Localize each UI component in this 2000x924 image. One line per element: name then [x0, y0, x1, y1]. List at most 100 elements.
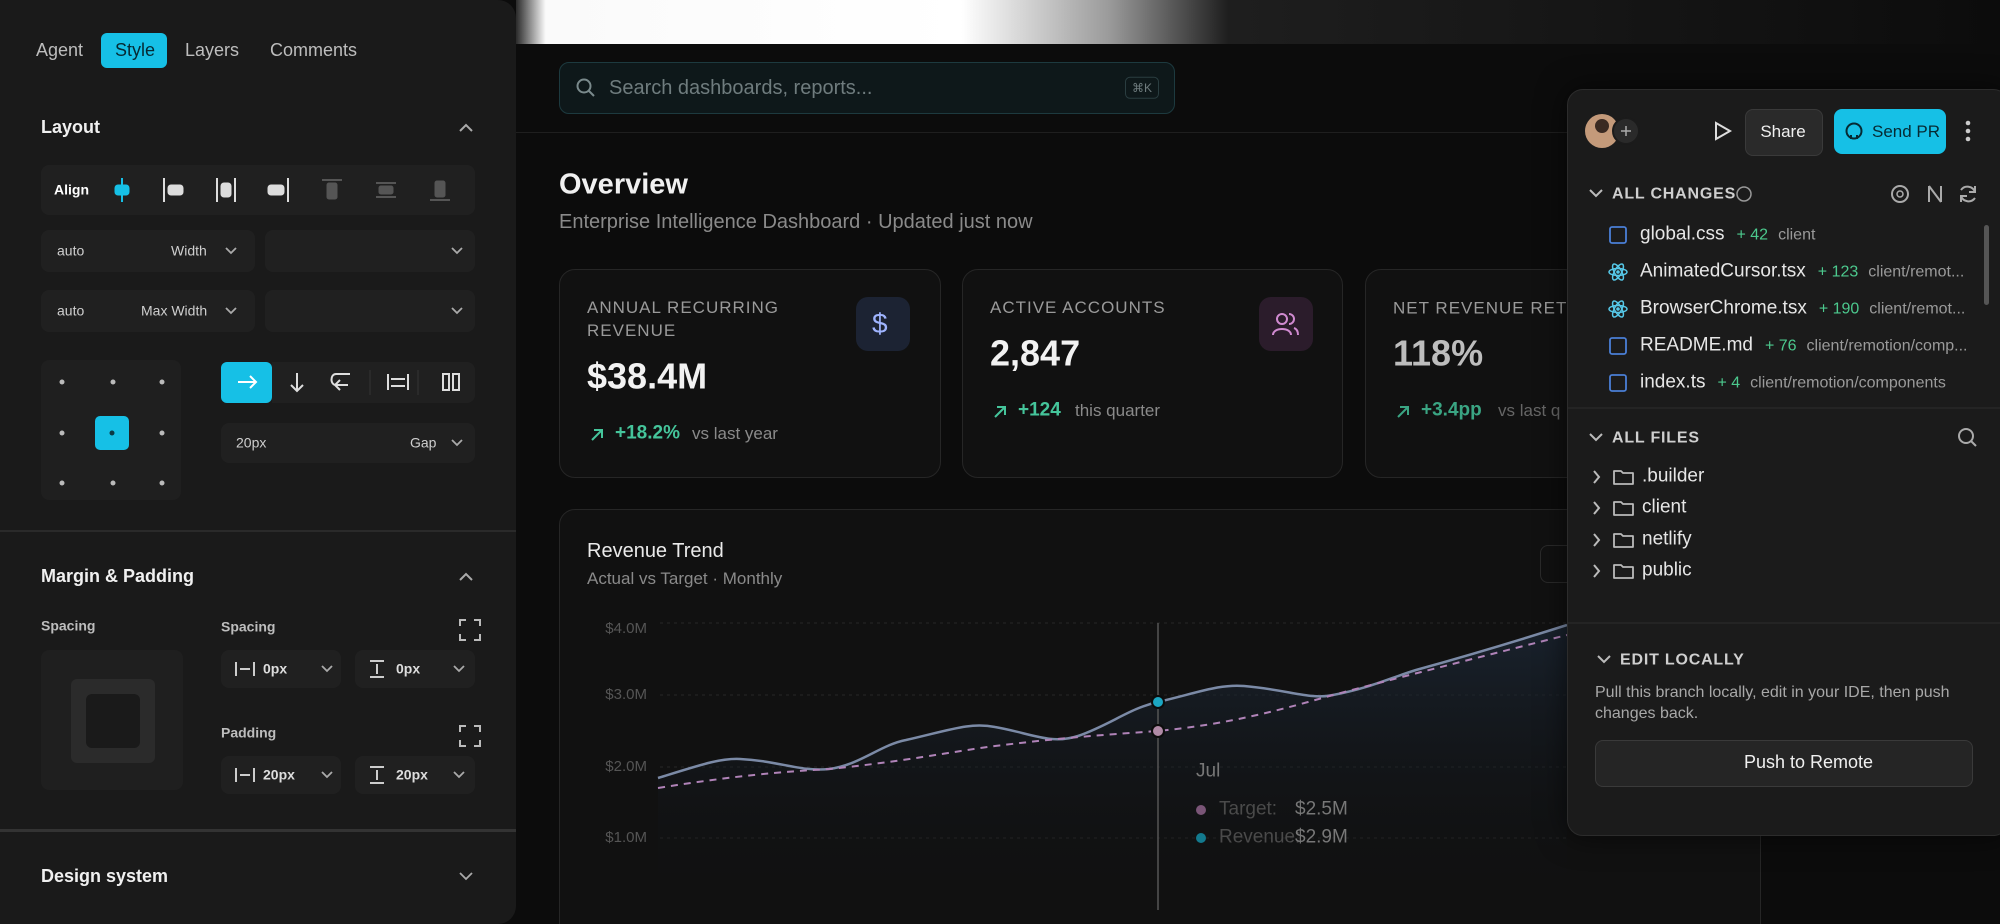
file-path: client/remotion/components [1750, 374, 1946, 392]
git-panel [1567, 89, 2000, 836]
folder-icon [1613, 501, 1634, 517]
file-icon [1608, 263, 1628, 281]
file-icon [1609, 226, 1627, 244]
tooltip-name: Revenue: [1219, 826, 1301, 848]
folder-name[interactable]: .builder [1642, 465, 1705, 487]
share-button[interactable] [1745, 109, 1823, 156]
page-subtitle: Enterprise Intelligence Dashboard · Upda… [559, 211, 1033, 233]
tab[interactable]: Agent [36, 40, 84, 61]
search-placeholder: Search dashboards, reports... [609, 77, 873, 99]
search-icon [576, 78, 595, 97]
up-arrow [1397, 406, 1409, 418]
field-value: 20px [396, 766, 428, 783]
gap-field[interactable] [221, 423, 475, 463]
y-tick-label: $1.0M [605, 829, 647, 846]
search-box[interactable] [559, 62, 1175, 114]
chart-subtitle: Actual vs Target · Monthly [587, 568, 783, 588]
section-title: Margin & Padding [41, 566, 194, 587]
file-name: BrowserChrome.tsx [1640, 297, 1807, 319]
send-pr-label: Send PR [1872, 121, 1941, 141]
width-field[interactable] [41, 230, 255, 272]
file-added: + 190 [1818, 300, 1860, 318]
padding-y[interactable] [355, 756, 475, 794]
section-title: Layout [41, 117, 101, 138]
file-name: README.md [1640, 334, 1753, 356]
section-title: Design system [41, 866, 169, 887]
file-path: client [1778, 226, 1816, 244]
y-tick-label: $3.0M [605, 686, 647, 703]
page-title: Overview [559, 168, 688, 201]
kpi-delta: +124 [1018, 399, 1061, 421]
divider [0, 530, 516, 532]
dollar-icon: $ [872, 308, 888, 340]
push-label: Push to Remote [1744, 752, 1874, 773]
folder-name[interactable]: netlify [1642, 528, 1692, 550]
section-title: ALL CHANGES [1612, 185, 1737, 203]
kpi-label: ACTIVE ACCOUNTS [990, 298, 1166, 317]
spacing-icons [459, 619, 481, 747]
folder-icon [1613, 532, 1634, 548]
file-icon [1609, 337, 1627, 355]
revenue-dot [1196, 833, 1206, 843]
field-value: 20px [263, 766, 295, 783]
kpi-icon [1259, 297, 1313, 351]
folder-icon [1613, 470, 1634, 485]
align-label: Align [54, 181, 89, 198]
section-title: ALL FILES [1612, 429, 1700, 447]
area [658, 625, 1567, 924]
file-added: + 4 [1717, 374, 1741, 392]
file-icon [1608, 300, 1628, 318]
kpi-note: vs last year [692, 423, 778, 443]
field-label: Width [171, 242, 207, 259]
kpi-icon [856, 297, 910, 351]
top-bar [516, 0, 2000, 44]
kpi-value: 2,847 [990, 332, 1081, 374]
chart-title: Revenue Trend [587, 540, 724, 562]
file-name: AnimatedCursor.tsx [1640, 260, 1806, 282]
file-path: client/remotion/comp... [1806, 337, 1968, 355]
push-button[interactable] [1595, 740, 1973, 787]
users-icon [1272, 313, 1299, 336]
direction-group[interactable] [272, 362, 475, 403]
tab[interactable]: Style [115, 40, 156, 61]
file-icon [1609, 374, 1627, 392]
field-value: auto [57, 302, 85, 319]
field-value: 0px [396, 660, 421, 677]
tab[interactable]: Layers [185, 40, 240, 61]
file-path: client/remot... [1868, 263, 1965, 281]
folder-name[interactable]: public [1642, 559, 1692, 581]
tab[interactable]: Comments [270, 40, 358, 61]
spacing-y[interactable] [355, 650, 475, 688]
target-point [1151, 724, 1165, 738]
y-tick-label: $4.0M [605, 620, 647, 637]
tooltip-value: $2.5M [1295, 798, 1348, 820]
folder-icon [1613, 563, 1634, 579]
kpi-value: $38.4M [587, 355, 708, 397]
revenue-point [1151, 695, 1165, 709]
folder-icon [1593, 470, 1601, 484]
field-icons [225, 247, 473, 881]
max-width-select[interactable] [265, 290, 475, 332]
collapse-icon[interactable] [459, 572, 473, 582]
divider [0, 829, 516, 832]
file-path: client/remot... [1869, 300, 1966, 318]
active-tab[interactable] [101, 33, 167, 68]
folder-name[interactable]: client [1642, 496, 1687, 518]
y-tick-label: $2.0M [605, 758, 647, 775]
folder-icon [1593, 532, 1601, 547]
kpi-note: vs last q [1498, 400, 1561, 420]
padding-title: Padding [221, 724, 277, 741]
align-icons[interactable] [0, 0, 516, 240]
field-label: Max Width [141, 302, 208, 319]
align-row [41, 165, 475, 215]
content-box [86, 694, 140, 748]
file-added: + 42 [1736, 226, 1769, 244]
tooltip-month: Jul [1196, 760, 1221, 782]
width-select[interactable] [265, 230, 475, 272]
send-pr-button[interactable] [1834, 109, 1946, 154]
max-width-field[interactable] [41, 290, 255, 332]
collapse-icon[interactable] [459, 123, 473, 133]
kpi-note: this quarter [1075, 400, 1161, 420]
